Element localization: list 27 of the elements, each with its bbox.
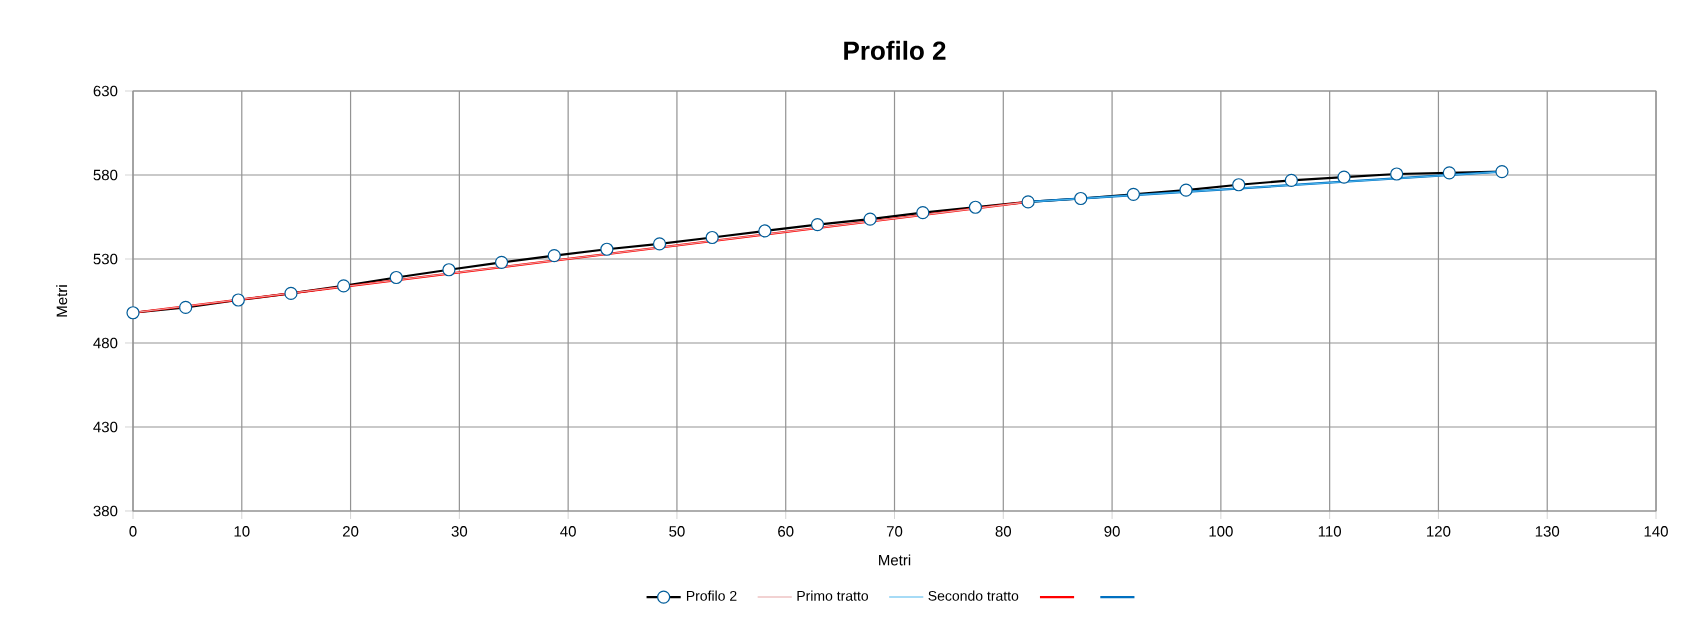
x-tick-label: 100 [1209, 526, 1233, 537]
x-tick-label: 0 [129, 526, 137, 537]
x-tick-label: 110 [1318, 526, 1342, 537]
x-tick-label: 140 [1644, 526, 1668, 537]
legend-label: Profilo 2 [686, 590, 737, 601]
x-tick-label: 50 [669, 526, 685, 537]
legend-label: Primo tratto [797, 590, 869, 601]
y-tick-label: 530 [93, 253, 118, 265]
x-tick-label: 120 [1427, 526, 1451, 537]
y-tick-label: 630 [93, 85, 118, 97]
x-axis-title: Metri [879, 554, 911, 566]
x-tick-label: 90 [1104, 526, 1120, 537]
x-tick-label: 60 [778, 526, 794, 537]
x-tick-label: 80 [995, 526, 1012, 537]
y-tick-label: 430 [93, 421, 118, 433]
chart-title: Profilo 2 [844, 40, 946, 60]
x-tick-label: 10 [234, 526, 250, 537]
x-tick-label: 30 [451, 526, 468, 537]
x-tick-label: 40 [560, 526, 576, 537]
x-tick-label: 130 [1535, 526, 1560, 537]
y-tick-label: 380 [93, 505, 118, 517]
y-tick-label: 580 [93, 169, 118, 181]
legend-label: Secondo tratto [928, 590, 1019, 601]
x-tick-label: 70 [886, 526, 903, 537]
y-axis-title: Metri [56, 285, 68, 317]
y-tick-label: 480 [93, 337, 118, 349]
x-tick-label: 20 [342, 526, 359, 537]
